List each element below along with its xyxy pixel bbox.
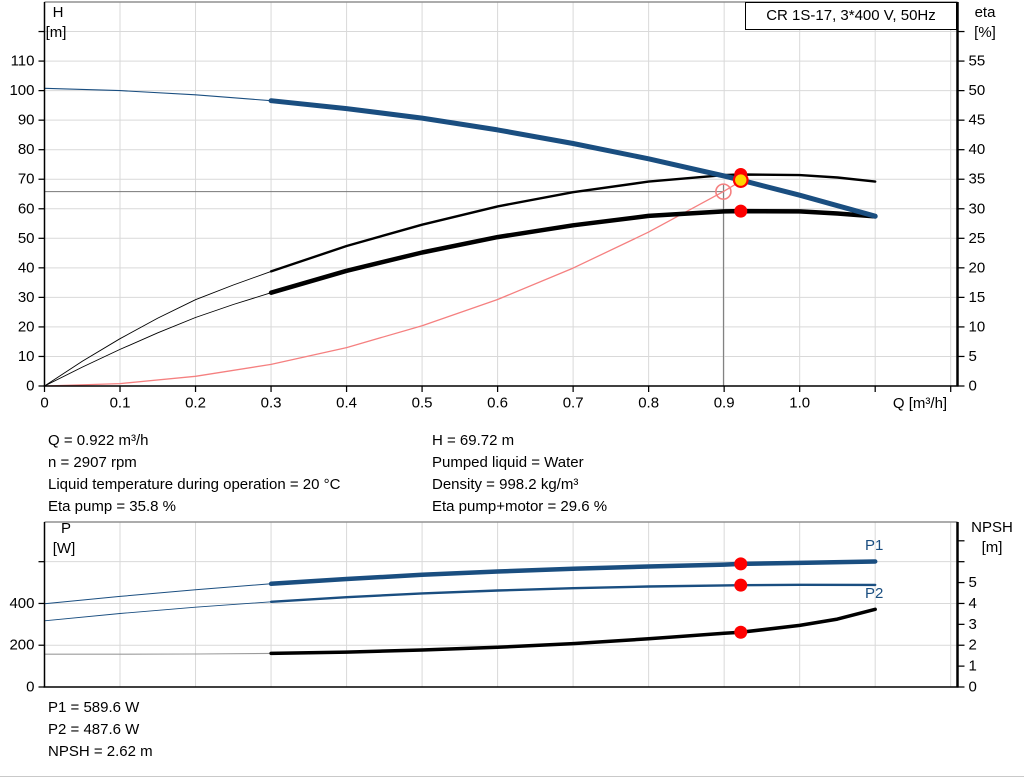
tick-label: 0.1 <box>110 394 131 411</box>
tick-label: 25 <box>969 230 986 247</box>
tick-label: 5 <box>969 348 977 365</box>
h-axis-title: H <box>52 4 64 21</box>
q-axis-title: Q [m³/h] <box>892 395 948 412</box>
p1-curve-label: P1 <box>865 537 884 554</box>
qh-curve-thin-segment <box>44 87 272 102</box>
h-axis-unit: [m] <box>45 24 67 41</box>
p1-curve-thin-segment <box>44 583 272 605</box>
npsh-curve <box>269 607 877 656</box>
tick-label: 0.7 <box>563 394 584 411</box>
tick-label: 20 <box>969 259 986 276</box>
system-curve <box>43 179 744 387</box>
tick-label: 0 <box>969 378 977 395</box>
p1-point <box>734 557 748 571</box>
p2-curve <box>269 583 877 603</box>
tick-label: 80 <box>18 141 35 158</box>
tick-label: 0.9 <box>714 394 735 411</box>
tick-label: 35 <box>969 171 986 188</box>
tick-label: 0.2 <box>185 394 206 411</box>
duty-point <box>732 172 749 188</box>
info-temperature: Liquid temperature during operation = 20… <box>48 476 341 493</box>
info-eta-pump-motor: Eta pump+motor = 29.6 % <box>432 498 608 515</box>
tick-label: 0 <box>40 394 48 411</box>
info-liquid: Pumped liquid = Water <box>432 454 584 471</box>
p2-curve-label: P2 <box>865 585 884 602</box>
tick-label: 70 <box>18 171 35 188</box>
info-p2: P2 = 487.6 W <box>48 721 140 738</box>
tick-label: 0 <box>969 679 977 696</box>
info-density: Density = 998.2 kg/m³ <box>432 476 579 493</box>
info-npsh: NPSH = 2.62 m <box>48 743 153 760</box>
eta-pump-curve-thin-segment <box>44 270 272 387</box>
tick-label: 30 <box>18 289 35 306</box>
tick-label: 3 <box>969 616 977 633</box>
tick-label: 4 <box>969 595 977 612</box>
tick-label: 90 <box>18 112 35 129</box>
p-axis-unit: [W] <box>52 540 76 557</box>
tick-label: 5 <box>969 574 977 591</box>
tick-label: 10 <box>18 348 35 365</box>
tick-label: 200 <box>9 637 34 654</box>
qh-curve <box>268 98 878 219</box>
eta-pump-curve <box>269 173 877 273</box>
p2-point <box>734 578 748 592</box>
p2-curve-thin-segment <box>44 601 272 622</box>
tick-label: 50 <box>18 230 35 247</box>
npsh-curve-thin-segment <box>44 652 272 655</box>
tick-label: 30 <box>969 200 986 217</box>
tick-label: 0.8 <box>638 394 659 411</box>
tick-label: 0 <box>26 378 34 395</box>
npsh-point <box>734 625 748 639</box>
duty-info-right-column: H = 69.72 m Pumped liquid = Water Densit… <box>432 430 607 518</box>
duty-info-left-column: Q = 0.922 m³/h n = 2907 rpm Liquid tempe… <box>48 430 340 518</box>
tick-label: 40 <box>969 141 986 158</box>
tick-label: 1 <box>969 658 977 675</box>
tick-label: 400 <box>9 595 34 612</box>
info-q: Q = 0.922 m³/h <box>48 432 149 449</box>
tick-label: 45 <box>969 112 986 129</box>
eta-pump-motor-point <box>734 204 748 218</box>
p1-curve <box>268 559 878 587</box>
tick-label: 100 <box>9 82 34 99</box>
info-eta-pump: Eta pump = 35.8 % <box>48 498 176 515</box>
requested-duty-point <box>715 183 732 200</box>
pump-type-title-box: CR 1S-17, 3*400 V, 50Hz <box>745 2 957 30</box>
npsh-axis-title: NPSH <box>971 519 1013 536</box>
tick-label: 60 <box>18 200 35 217</box>
info-p1: P1 = 589.6 W <box>48 699 140 716</box>
tick-label: 50 <box>969 82 986 99</box>
tick-label: 0.5 <box>412 394 433 411</box>
tick-label: 0 <box>26 679 34 696</box>
eta-pump-motor-curve <box>268 208 878 295</box>
eta-axis-title: eta <box>974 4 996 21</box>
tick-label: 2 <box>969 637 977 654</box>
info-speed: n = 2907 rpm <box>48 454 137 471</box>
tick-label: 0.3 <box>261 394 282 411</box>
tick-label: 20 <box>18 318 35 335</box>
npsh-axis-unit: [m] <box>981 539 1003 556</box>
info-h: H = 69.72 m <box>432 432 515 449</box>
p-axis-title: P <box>60 520 71 537</box>
eta-pump-motor-curve-thin-segment <box>44 292 272 387</box>
tick-label: 0.6 <box>487 394 508 411</box>
eta-axis-unit: [%] <box>974 24 996 41</box>
tick-label: 1.0 <box>789 394 810 411</box>
tick-label: 0.4 <box>336 394 357 411</box>
tick-label: 15 <box>969 289 986 306</box>
power-info-column: P1 = 589.6 W P2 = 487.6 W NPSH = 2.62 m <box>48 697 153 763</box>
tick-label: 110 <box>11 53 35 70</box>
tick-label: 10 <box>969 318 986 335</box>
tick-label: 55 <box>969 53 986 70</box>
tick-label: 40 <box>18 259 35 276</box>
page-bottom-divider <box>0 776 1024 777</box>
